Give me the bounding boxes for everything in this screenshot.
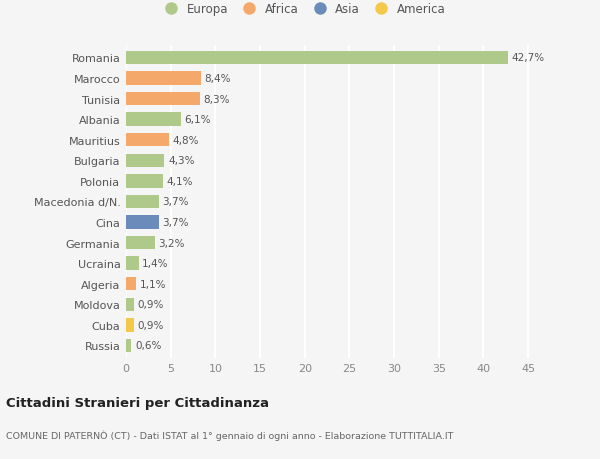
Bar bbox=[126, 154, 164, 168]
Bar bbox=[126, 134, 169, 147]
Text: Cittadini Stranieri per Cittadinanza: Cittadini Stranieri per Cittadinanza bbox=[6, 396, 269, 409]
Text: 4,3%: 4,3% bbox=[168, 156, 194, 166]
Text: 0,9%: 0,9% bbox=[137, 300, 164, 310]
Text: 8,3%: 8,3% bbox=[204, 94, 230, 104]
Bar bbox=[126, 319, 134, 332]
Text: 3,2%: 3,2% bbox=[158, 238, 185, 248]
Bar bbox=[126, 51, 508, 65]
Bar bbox=[126, 257, 139, 270]
Bar bbox=[126, 175, 163, 188]
Text: 4,1%: 4,1% bbox=[166, 176, 193, 186]
Bar bbox=[126, 298, 134, 311]
Text: 42,7%: 42,7% bbox=[511, 53, 544, 63]
Text: 6,1%: 6,1% bbox=[184, 115, 211, 125]
Text: 0,6%: 0,6% bbox=[135, 341, 161, 351]
Text: 1,4%: 1,4% bbox=[142, 258, 169, 269]
Bar bbox=[126, 72, 201, 85]
Bar bbox=[126, 236, 155, 250]
Text: 4,8%: 4,8% bbox=[172, 135, 199, 146]
Bar bbox=[126, 195, 159, 209]
Bar bbox=[126, 339, 131, 353]
Bar bbox=[126, 277, 136, 291]
Text: 3,7%: 3,7% bbox=[163, 218, 189, 228]
Text: 0,9%: 0,9% bbox=[137, 320, 164, 330]
Bar bbox=[126, 216, 159, 229]
Text: 8,4%: 8,4% bbox=[205, 74, 231, 84]
Legend: Europa, Africa, Asia, America: Europa, Africa, Asia, America bbox=[160, 3, 445, 17]
Text: 3,7%: 3,7% bbox=[163, 197, 189, 207]
Text: 1,1%: 1,1% bbox=[139, 279, 166, 289]
Text: COMUNE DI PATERNÒ (CT) - Dati ISTAT al 1° gennaio di ogni anno - Elaborazione TU: COMUNE DI PATERNÒ (CT) - Dati ISTAT al 1… bbox=[6, 430, 454, 440]
Bar bbox=[126, 113, 181, 127]
Bar bbox=[126, 93, 200, 106]
